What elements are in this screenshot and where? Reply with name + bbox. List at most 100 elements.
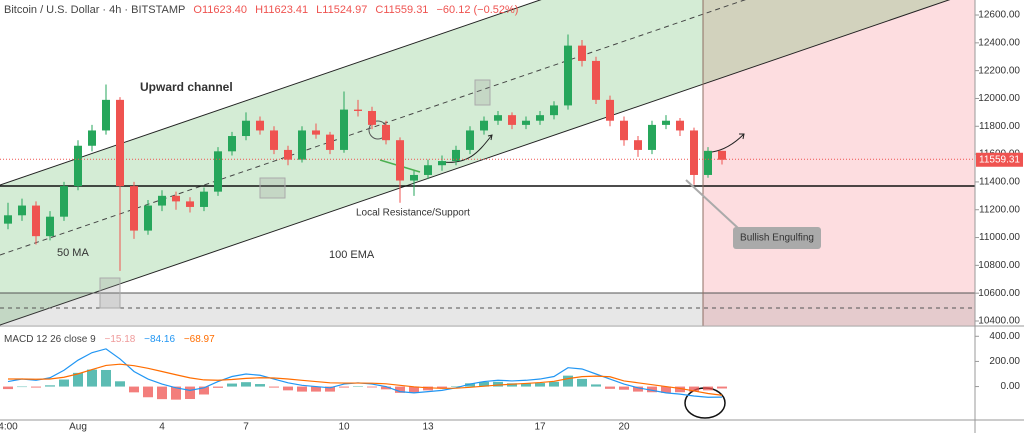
histogram-bar <box>381 386 391 390</box>
candle-body <box>466 130 474 150</box>
histogram-bar <box>395 386 405 393</box>
histogram-bar <box>17 386 27 388</box>
candle-body <box>144 205 152 231</box>
macd-line <box>7 348 723 398</box>
signal-value: −68.97 <box>183 334 215 345</box>
histogram-bar <box>437 386 447 389</box>
candle-body <box>256 120 264 131</box>
histogram-bar <box>157 386 167 400</box>
candle-body <box>200 191 208 207</box>
histogram-bar <box>325 386 335 392</box>
histogram-bar <box>577 378 587 387</box>
histogram-bar <box>591 384 601 387</box>
candle-body <box>424 165 432 175</box>
histogram-bar <box>563 375 573 387</box>
candle-body <box>130 186 138 231</box>
candle-body <box>32 205 40 237</box>
y-tick-label: 11800.00 <box>979 121 1020 132</box>
macd-header: MACD 12 26 close 9 −15.18 −84.16 −68.97 <box>4 334 221 345</box>
candle-body <box>284 149 292 160</box>
histogram-bar <box>465 383 475 387</box>
candle-body <box>578 45 586 61</box>
candle-body <box>354 109 362 111</box>
candle-body <box>228 136 236 152</box>
x-tick-label: 10 <box>338 422 350 433</box>
histogram-bar <box>535 383 545 387</box>
y-tick-label: 12200.00 <box>978 65 1020 76</box>
histogram-bar <box>241 382 251 387</box>
box <box>259 177 286 199</box>
candle-body <box>340 109 348 150</box>
y-tick-label: 12400.00 <box>978 37 1020 48</box>
x-tick-label: 4:00 <box>0 422 18 433</box>
callout-line <box>685 179 739 229</box>
x-tick-label: 20 <box>618 422 630 433</box>
histogram-bar <box>115 381 125 387</box>
candle-body <box>116 99 124 187</box>
histogram-bar <box>451 386 461 387</box>
candle-body <box>564 45 572 106</box>
candle-body <box>4 215 12 224</box>
high-label: H11623.41 <box>255 4 309 16</box>
close-label: C11559.31 <box>375 4 429 16</box>
annotation: Upward channel <box>140 80 233 94</box>
candle-body <box>690 130 698 175</box>
candle-body <box>186 201 194 207</box>
candle-body <box>634 140 642 150</box>
y-tick-label: 400.00 <box>989 331 1020 342</box>
annotation: 100 EMA <box>329 249 375 261</box>
arrow-head <box>739 133 745 140</box>
candle-body <box>480 120 488 131</box>
candles <box>4 34 726 271</box>
drawings <box>0 0 975 326</box>
histogram-bar <box>129 386 139 393</box>
candle-body <box>172 195 180 202</box>
candle-body <box>158 195 166 206</box>
histogram-bar <box>171 386 181 400</box>
candle-body <box>396 140 404 181</box>
symbol: Bitcoin / U.S. Dollar · 4h · BITSTAMP <box>4 4 186 16</box>
candle-body <box>676 120 684 131</box>
histogram-bar <box>297 386 307 392</box>
last-price-badge <box>976 152 1023 167</box>
histogram-bar <box>31 386 41 388</box>
candle-body <box>214 151 222 192</box>
y-tick-label: 0.00 <box>1001 381 1021 392</box>
histogram-bar <box>479 381 489 387</box>
y-tick-label: 10600.00 <box>978 288 1020 299</box>
y-tick-label: 200.00 <box>989 356 1020 367</box>
candle-body <box>606 99 614 121</box>
histogram-bar <box>73 372 83 387</box>
channel-upper <box>0 0 542 186</box>
histogram-bar <box>493 381 503 387</box>
histogram-bar <box>703 386 713 391</box>
histogram-bar <box>661 386 671 393</box>
histogram-bar <box>311 386 321 392</box>
arrow-head <box>487 134 493 141</box>
candle-body <box>648 124 656 150</box>
box <box>99 277 121 309</box>
y-tick-label: 12000.00 <box>978 93 1020 104</box>
risk-zone <box>703 0 975 326</box>
x-tick-label: 13 <box>422 422 434 433</box>
box <box>474 79 491 106</box>
histogram-bar <box>619 386 629 390</box>
candle-body <box>368 110 376 125</box>
y-tick-label: 11000.00 <box>979 232 1020 243</box>
candle-body <box>508 115 516 125</box>
annotation: 50 MA <box>57 247 89 259</box>
candle-body <box>382 124 390 141</box>
histogram-bar <box>283 386 293 391</box>
histogram-bar <box>367 386 377 388</box>
annotation: Bullish Engulfing <box>740 233 814 244</box>
candle-body <box>74 145 82 187</box>
histogram-bar <box>633 386 643 392</box>
candle-body <box>592 60 600 100</box>
histogram-bar <box>409 386 419 393</box>
y-tick-label: 10800.00 <box>978 260 1020 271</box>
candle-body <box>60 186 68 217</box>
histogram-bar <box>605 386 615 389</box>
candle-body <box>550 105 558 116</box>
